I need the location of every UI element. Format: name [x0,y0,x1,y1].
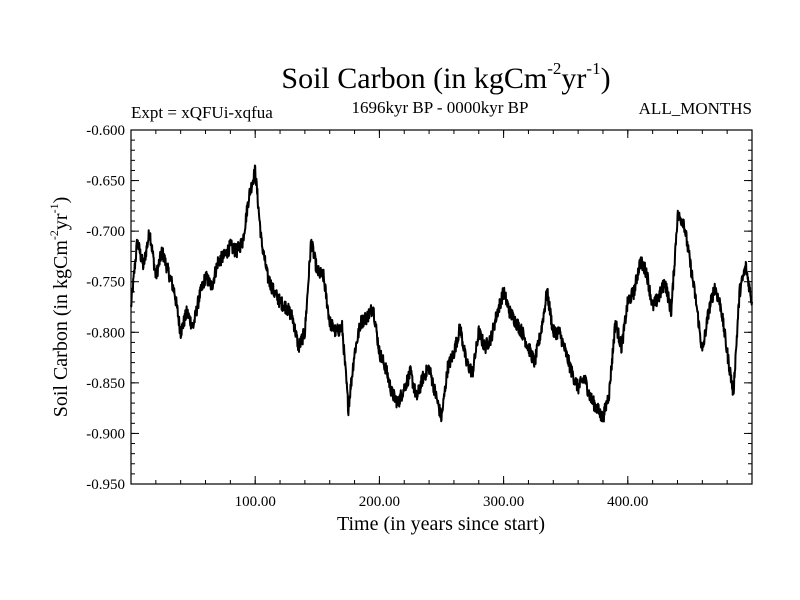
chart-title: Soil Carbon (in kgCm-2yr-1) [281,59,610,95]
y-tick-label: -0.650 [86,174,125,190]
axis-ticks [130,129,753,485]
y-tick-label: -0.950 [86,477,125,493]
x-axis-label: Time (in years since start) [337,513,545,535]
y-axis-label-end: ) [50,197,72,204]
series-line [130,164,753,423]
y-axis-label-text: Soil Carbon (in kgCm-2yr-1) [47,197,72,418]
y-axis-label-sup1: -2 [47,230,61,240]
x-tick-label: 400.00 [607,494,648,510]
subtitle-left: Expt = xQFUi-xqfua [131,103,273,122]
plot-frame [130,129,753,485]
chart-title-mid: yr [561,62,586,95]
y-axis-label-mid: yr [50,213,72,230]
chart-title-sup1: -2 [547,59,561,78]
subtitle-center: 1696kyr BP - 0000kyr BP [352,98,529,117]
y-tick-label: -0.800 [86,325,125,341]
axis-tick-labels: -0.600 -0.650 -0.700 -0.750 -0.800 -0.850 -0.9… [86,123,648,510]
y-axis-label: Soil Carbon (in kgCm-2yr-1) [47,197,72,418]
y-tick-label: -0.900 [86,426,125,442]
chart-title-main: Soil Carbon (in kgCm [281,62,547,95]
x-tick-label: 300.00 [483,494,524,510]
y-axis-label-main: Soil Carbon (in kgCm [50,240,72,418]
y-tick-label: -0.850 [86,376,125,392]
chart-title-end: ) [601,62,611,95]
x-tick-label: 100.00 [235,494,276,510]
chart-title-sup2: -1 [586,59,600,78]
y-tick-label: -0.750 [86,275,125,291]
x-tick-label: 200.00 [359,494,400,510]
y-tick-label: -0.700 [86,224,125,240]
y-tick-label: -0.600 [86,123,125,139]
subtitle-right: ALL_MONTHS [639,99,752,118]
y-axis-label-sup2: -1 [47,203,61,213]
